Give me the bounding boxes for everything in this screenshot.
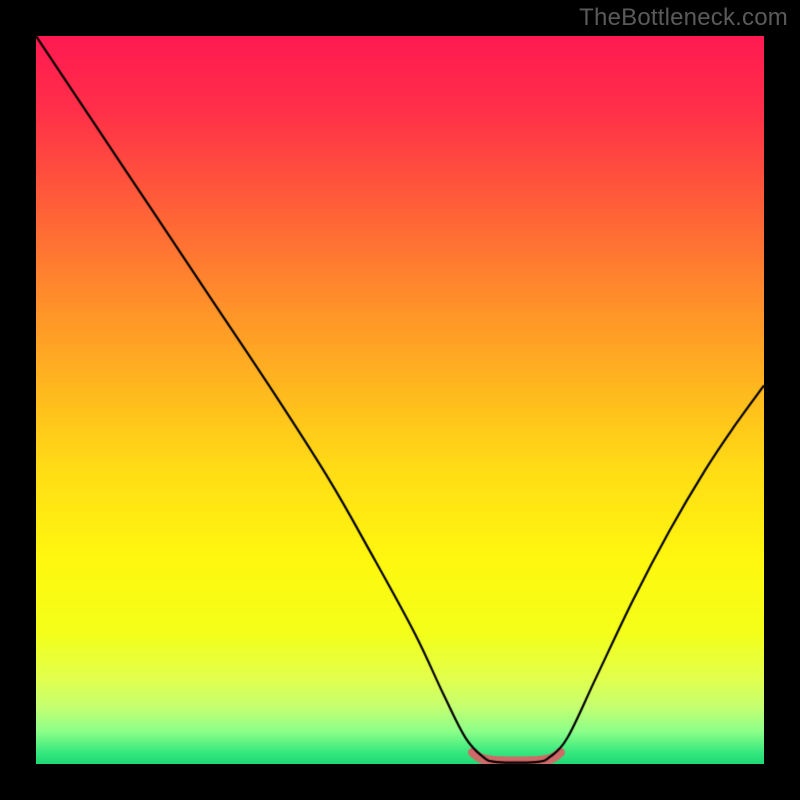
watermark-text: TheBottleneck.com bbox=[579, 4, 788, 32]
chart-frame: TheBottleneck.com bbox=[0, 0, 800, 800]
plot-area bbox=[36, 36, 764, 764]
chart-canvas bbox=[36, 36, 764, 764]
